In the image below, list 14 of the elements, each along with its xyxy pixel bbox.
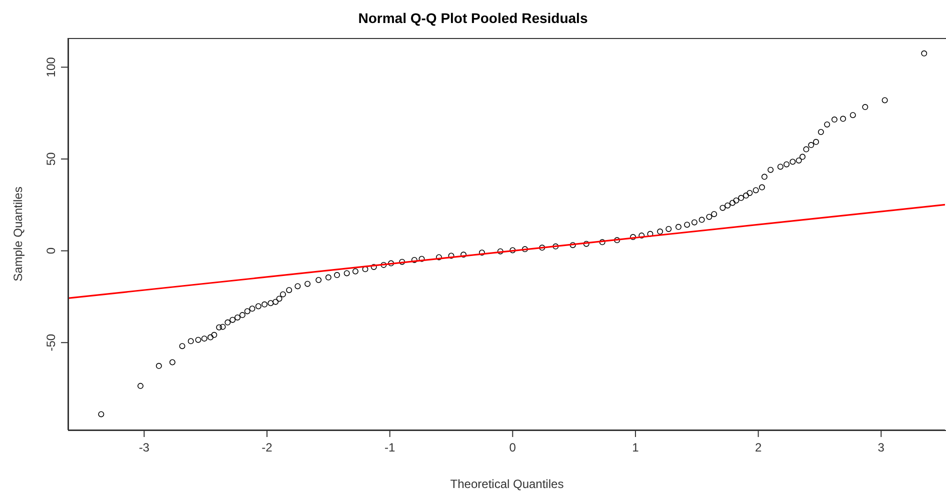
x-tick-label: -3 (138, 440, 150, 455)
x-tick-label: 2 (754, 440, 762, 455)
y-axis-title: Sample Quantiles (11, 186, 25, 282)
x-tick-label: -2 (262, 440, 273, 455)
y-tick-label: 100 (44, 56, 58, 78)
x-axis-title: Theoretical Quantiles (449, 477, 565, 491)
y-tick-label: 50 (44, 152, 58, 166)
chart-title: Normal Q-Q Plot Pooled Residuals (357, 10, 589, 26)
x-tick-label: 0 (509, 440, 516, 455)
x-tick-label: -1 (384, 440, 396, 455)
x-tick-label: 3 (878, 440, 885, 455)
y-tick-label: -50 (44, 334, 58, 352)
x-tick-label: 1 (632, 440, 640, 455)
y-tick-label: 0 (44, 247, 58, 254)
